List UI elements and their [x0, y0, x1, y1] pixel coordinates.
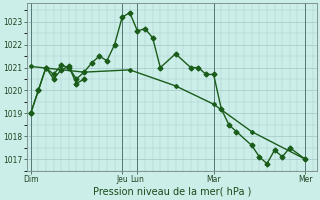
- X-axis label: Pression niveau de la mer( hPa ): Pression niveau de la mer( hPa ): [92, 187, 251, 197]
